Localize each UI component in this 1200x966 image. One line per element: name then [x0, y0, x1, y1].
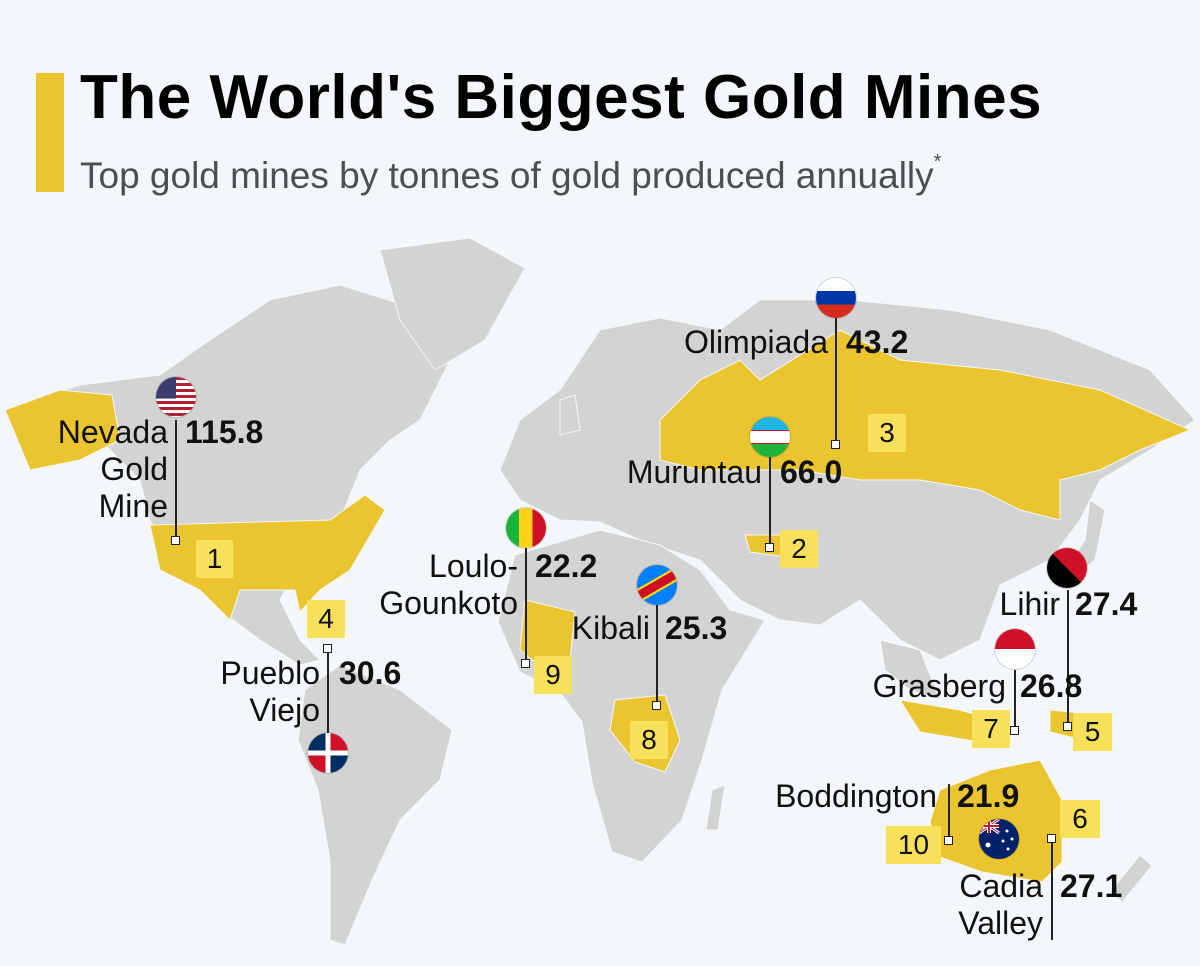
rank-badge: 10 [886, 826, 941, 864]
mine-value: 30.6 [339, 655, 402, 691]
mine-value: 22.2 [535, 548, 598, 584]
mine-location-marker [521, 659, 530, 668]
mine-location-marker [171, 536, 180, 545]
rank-badge: 3 [868, 414, 906, 452]
mine-location-marker [1010, 726, 1019, 735]
mine-name-line: Olimpiada [683, 324, 828, 360]
rank-badge: 6 [1060, 800, 1100, 838]
leader-line [525, 548, 527, 660]
mine-name: Boddington [775, 778, 937, 815]
rank-badge: 5 [1073, 713, 1112, 751]
mine-name-line: Viejo [249, 692, 320, 728]
mine-name: Kibali [572, 610, 650, 647]
page-title: The World's Biggest Gold Mines [80, 63, 1043, 132]
rank-badge: 9 [534, 656, 572, 694]
mine-location-marker [652, 701, 661, 710]
mine-name-line: Kibali [571, 610, 650, 646]
mine-value: 27.4 [1075, 586, 1138, 622]
accent-bar [36, 73, 64, 192]
mine-name-line: Muruntau [626, 454, 762, 490]
mine-name-line: Valley [958, 905, 1043, 941]
leader-line [835, 318, 837, 442]
madagascar [705, 784, 726, 831]
mine-name-line: Grasberg [872, 668, 1006, 704]
leader-line [327, 652, 329, 736]
dominican-republic-flag-icon [308, 733, 348, 773]
indonesia-flag-icon [995, 629, 1035, 669]
mine-value: 115.8 [185, 414, 264, 450]
russia-flag-icon [816, 278, 856, 318]
mine-name: Cadia Valley [958, 868, 1043, 942]
mine-name-line: Nevada [57, 414, 168, 450]
mine-location-marker [944, 836, 953, 845]
usa-flag-icon [156, 377, 196, 417]
southeast-asia [879, 639, 941, 701]
mine-name-line: Lihir [999, 586, 1060, 622]
mine-location-marker [765, 543, 774, 552]
rank-badge: 8 [630, 721, 668, 759]
mine-value: 21.9 [957, 778, 1020, 814]
australia-flag-icon [979, 819, 1019, 859]
dr-congo-flag-icon [637, 565, 677, 605]
leader-line [175, 420, 177, 538]
greenland [379, 237, 526, 371]
mine-name-line: Gounkoto [379, 585, 518, 621]
mine-name-line: Cadia [959, 868, 1043, 904]
mine-value: 26.8 [1020, 668, 1083, 704]
footnote-mark: * [933, 151, 942, 173]
mali-flag-icon [506, 508, 546, 548]
uk [559, 394, 581, 436]
mine-name-line: Loulo- [429, 548, 518, 584]
mine-value: 43.2 [846, 324, 909, 360]
rank-badge: 7 [972, 710, 1010, 748]
rank-badge: 1 [196, 540, 233, 578]
new-zealand [1109, 854, 1153, 903]
usa-highlight [149, 494, 386, 621]
page-subtitle: Top gold mines by tonnes of gold produce… [80, 151, 941, 197]
leader-line [1051, 842, 1053, 940]
mine-name: Lihir [1000, 586, 1060, 623]
mine-name: Grasberg [873, 668, 1006, 705]
papua-new-guinea-flag-icon [1047, 548, 1087, 588]
alaska-highlight [4, 389, 121, 471]
uzbekistan-flag-icon [750, 417, 790, 457]
mine-name: Nevada Gold Mine [58, 414, 168, 525]
australia-flag-detail [979, 819, 1014, 851]
rank-badge: 2 [780, 530, 818, 568]
leader-line [656, 605, 658, 703]
mine-name-line: Gold [100, 451, 168, 487]
rank-badge: 4 [307, 600, 345, 638]
leader-line [1067, 590, 1069, 724]
leader-line [948, 784, 950, 838]
mine-name-line: Boddington [775, 778, 937, 814]
mine-name: Pueblo Viejo [220, 655, 320, 729]
mine-value: 66.0 [780, 454, 843, 490]
subtitle-text: Top gold mines by tonnes of gold produce… [80, 155, 934, 196]
mine-location-marker [831, 440, 840, 449]
mine-value: 27.1 [1060, 868, 1123, 904]
mine-name: Olimpiada [684, 324, 828, 361]
leader-line [769, 457, 771, 545]
mine-name: Loulo- Gounkoto [379, 548, 518, 622]
mine-value: 25.3 [665, 610, 728, 646]
mine-name: Muruntau [627, 454, 762, 491]
mine-name-line: Mine [98, 488, 168, 524]
mine-name-line: Pueblo [220, 655, 320, 691]
leader-line [1014, 670, 1016, 728]
south-america [297, 664, 453, 946]
mine-location-marker [1063, 722, 1072, 731]
